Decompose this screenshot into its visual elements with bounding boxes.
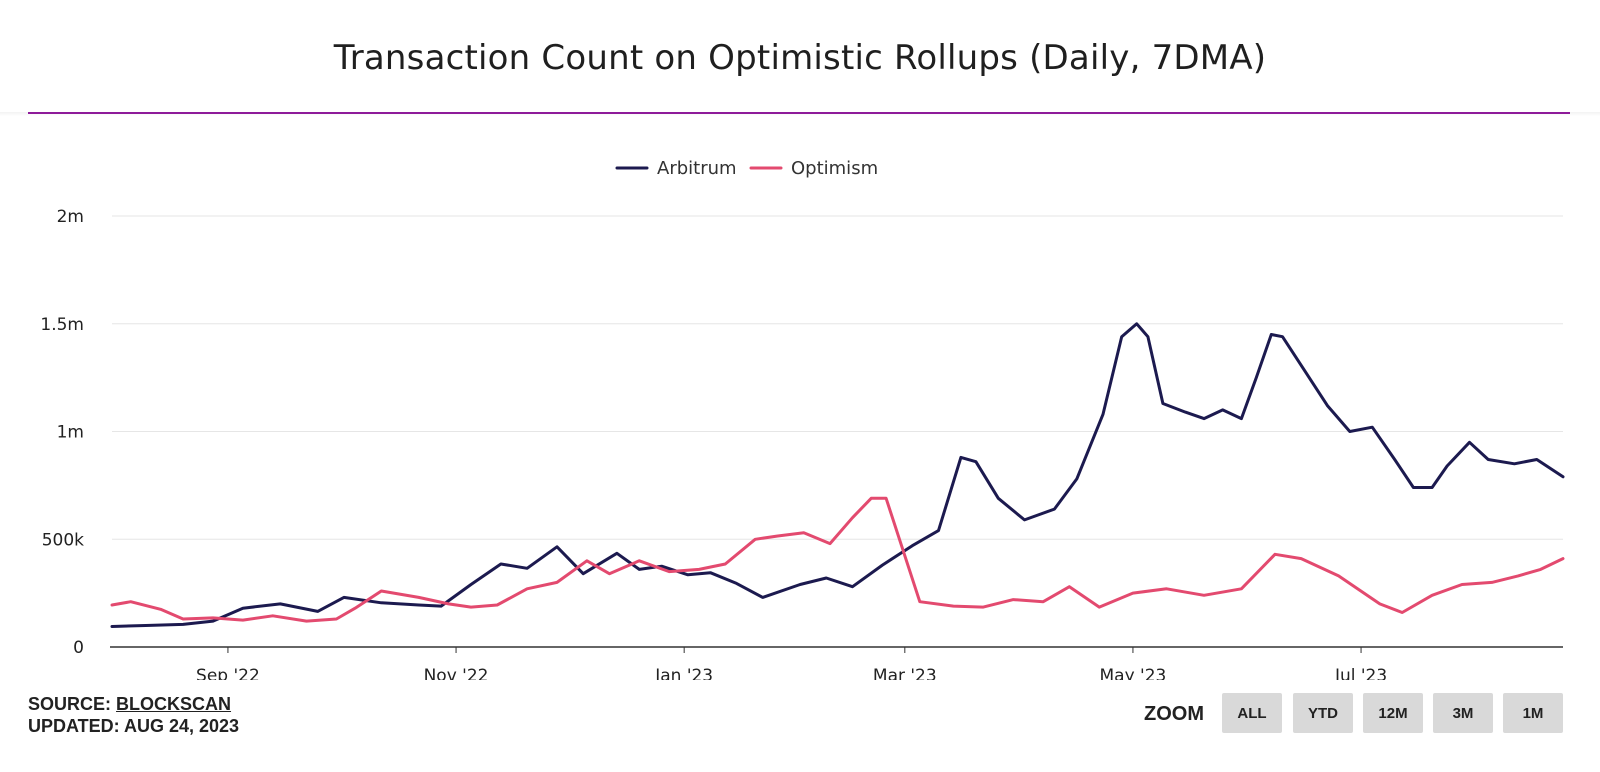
y-tick-label: 0 [73,638,84,658]
legend: Arbitrum Optimism [615,158,878,179]
series-lines [110,322,1565,628]
header-shadow [0,112,1600,116]
series-line-optimism [110,496,1565,623]
zoom-3m-button[interactable]: 3M [1433,693,1493,733]
y-tick-label: 2m [57,207,84,227]
source-label: SOURCE: [28,694,112,714]
legend-label-optimism[interactable]: Optimism [791,158,878,179]
grid-lines [112,215,1563,540]
source-note: SOURCE: BLOCKSCAN UPDATED: AUG 24, 2023 [28,693,239,737]
zoom-all-button[interactable]: ALL [1222,693,1282,733]
source-link[interactable]: BLOCKSCAN [116,694,232,714]
x-tick-label: Mar '23 [873,666,937,680]
x-tick-label: Nov '22 [424,666,489,680]
y-tick-label: 500k [42,530,84,550]
line-chart: 0 500k 1m 1.5m 2m Sep '22 Nov '22 Jan '23 Mar '… [40,158,1565,680]
x-tick-label: Jul '23 [1334,666,1387,680]
x-tick-label: Jan '23 [654,666,713,680]
updated-date: UPDATED: AUG 24, 2023 [28,716,240,736]
legend-label-arbitrum[interactable]: Arbitrum [657,158,737,179]
zoom-12m-button[interactable]: 12M [1363,693,1423,733]
x-tick-label: Sep '22 [196,666,260,680]
x-axis-ticks: Sep '22 Nov '22 Jan '23 Mar '23 May '23 Jul '… [196,647,1387,680]
title-divider [28,112,1570,114]
source-line: SOURCE: BLOCKSCAN [28,693,239,715]
y-axis-ticks: 0 500k 1m 1.5m 2m [40,207,84,658]
series-line-arbitrum [110,322,1565,628]
chart-title: Transaction Count on Optimistic Rollups … [333,38,1267,78]
x-tick-label: May '23 [1100,666,1167,680]
y-tick-label: 1.5m [40,315,84,335]
zoom-label: ZOOM [1144,703,1204,725]
zoom-1m-button[interactable]: 1M [1503,693,1563,733]
y-tick-label: 1m [57,423,84,443]
zoom-ytd-button[interactable]: YTD [1293,693,1353,733]
